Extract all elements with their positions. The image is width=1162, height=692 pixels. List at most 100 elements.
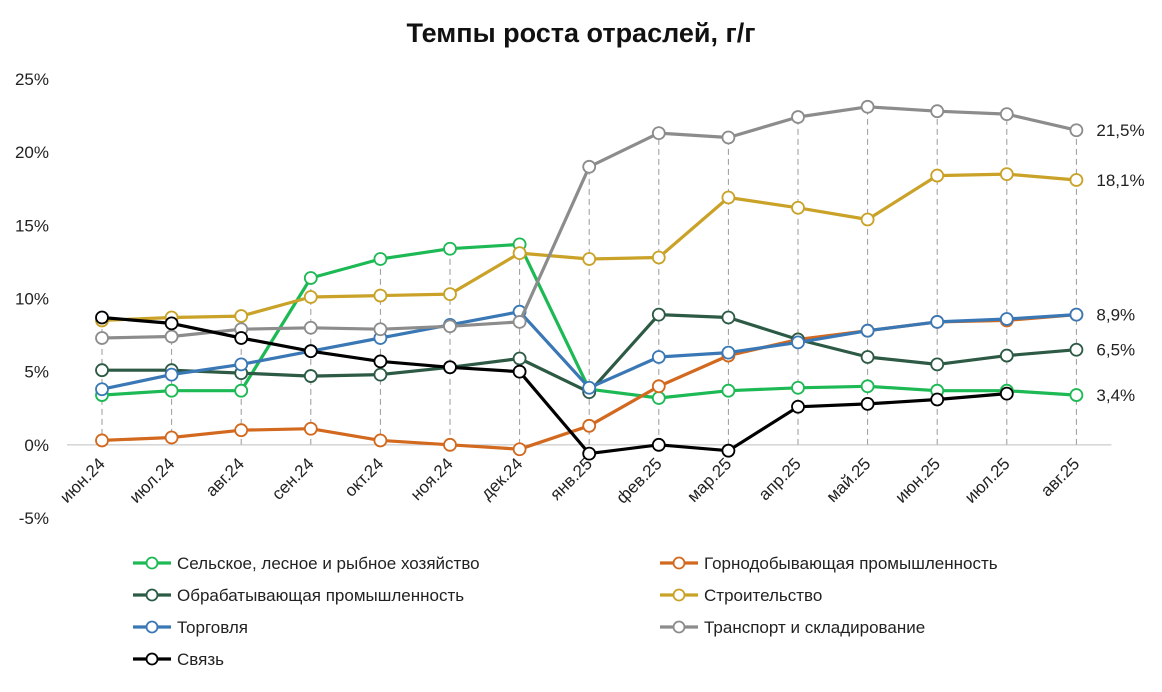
data-point — [95, 382, 109, 397]
data-point — [930, 357, 945, 372]
data-point — [999, 167, 1014, 182]
data-point — [999, 107, 1014, 122]
data-point — [860, 350, 875, 364]
x-tick-label: апр.25 — [755, 454, 805, 504]
data-point — [1069, 307, 1084, 322]
data-point — [930, 315, 945, 329]
data-point — [1069, 342, 1084, 357]
end-labels: 3,4% 6,5% 18,1% 8,9% 21,5% — [1096, 121, 1144, 405]
data-point — [999, 348, 1014, 363]
data-point — [721, 190, 736, 205]
x-tick-label: авг.25 — [1037, 454, 1083, 500]
data-point — [1069, 388, 1084, 402]
data-point — [721, 443, 736, 458]
y-axis: -5% 0% 5% 10% 15% 20% 25% — [15, 70, 49, 528]
data-point — [721, 383, 736, 398]
data-point — [512, 442, 527, 457]
series-6 — [95, 99, 1084, 345]
x-tick-label: окт.24 — [341, 454, 387, 500]
data-point — [512, 315, 527, 329]
data-point — [234, 309, 249, 323]
legend-marker — [145, 620, 159, 634]
data-point — [582, 159, 597, 174]
data-point — [234, 383, 249, 398]
data-point — [373, 354, 388, 369]
legend-label: Строительство — [704, 586, 822, 605]
data-point — [791, 380, 805, 395]
data-point — [930, 104, 945, 119]
series-lines — [95, 99, 1084, 461]
end-value-label: 18,1% — [1096, 171, 1144, 190]
x-tick-label: фев.25 — [613, 454, 666, 507]
data-point — [860, 323, 875, 338]
x-tick-label: авг.24 — [202, 454, 248, 500]
data-point — [95, 331, 109, 345]
data-point — [930, 168, 945, 183]
data-point — [582, 380, 597, 395]
legend-label: Связь — [177, 650, 224, 669]
x-tick-label: июл.25 — [961, 454, 1014, 507]
data-point — [860, 379, 875, 394]
legend-marker — [672, 588, 686, 602]
data-point — [721, 130, 736, 145]
legend-label: Торговля — [177, 618, 248, 637]
legend-item: Транспорт и складирование — [660, 618, 925, 637]
series-line — [101, 315, 1007, 456]
data-point — [373, 252, 388, 266]
x-tick-label: май.25 — [823, 454, 875, 506]
data-point — [373, 288, 388, 303]
y-tick-label: 0% — [24, 436, 49, 455]
legend-marker — [145, 588, 159, 602]
legend-item: Торговля — [133, 618, 248, 637]
chart-title: Темпы роста отраслей, г/г — [406, 18, 755, 48]
data-point — [234, 423, 249, 438]
x-tick-label: июн.25 — [892, 454, 945, 507]
x-tick-label: мар.25 — [683, 454, 735, 506]
data-point — [582, 418, 597, 433]
data-point — [234, 357, 249, 372]
data-point — [443, 319, 457, 334]
data-point — [791, 399, 805, 414]
data-point — [1069, 173, 1084, 187]
data-point — [164, 316, 179, 331]
end-value-label: 21,5% — [1096, 121, 1144, 140]
data-point — [512, 246, 527, 261]
legend-item: Связь — [133, 650, 224, 669]
legend: Сельское, лесное и рыбное хозяйство Горно… — [133, 554, 998, 669]
legend-label: Горнодобывающая промышленность — [704, 554, 998, 573]
data-point — [95, 310, 109, 325]
data-point — [303, 320, 318, 335]
x-tick-label: янв.25 — [546, 454, 596, 504]
data-point — [303, 271, 318, 285]
legend-label: Обрабатывающая промышленность — [177, 586, 464, 605]
legend-label: Транспорт и складирование — [704, 618, 925, 637]
data-point — [721, 310, 736, 325]
data-point — [164, 383, 179, 398]
data-point — [999, 312, 1014, 326]
data-point — [164, 329, 179, 344]
legend-marker — [145, 652, 159, 666]
end-value-label: 3,4% — [1096, 386, 1135, 405]
data-point — [582, 252, 597, 266]
data-point — [651, 379, 666, 394]
legend-item: Обрабатывающая промышленность — [133, 586, 464, 605]
series-7 — [95, 310, 1014, 461]
data-point — [303, 290, 318, 304]
data-point — [860, 396, 875, 411]
data-point — [303, 421, 318, 436]
y-tick-label: 20% — [15, 143, 49, 162]
data-point — [303, 369, 318, 383]
data-point — [303, 344, 318, 359]
x-tick-label: сен.24 — [268, 454, 317, 503]
data-point — [443, 360, 457, 375]
legend-marker — [145, 556, 159, 570]
series-4 — [95, 167, 1084, 328]
data-point — [651, 350, 666, 364]
x-tick-label: июл.24 — [126, 454, 179, 507]
data-point — [373, 322, 388, 337]
y-tick-label: 15% — [15, 216, 49, 235]
data-point — [234, 331, 249, 345]
data-point — [164, 367, 179, 382]
y-tick-label: 10% — [15, 290, 49, 309]
